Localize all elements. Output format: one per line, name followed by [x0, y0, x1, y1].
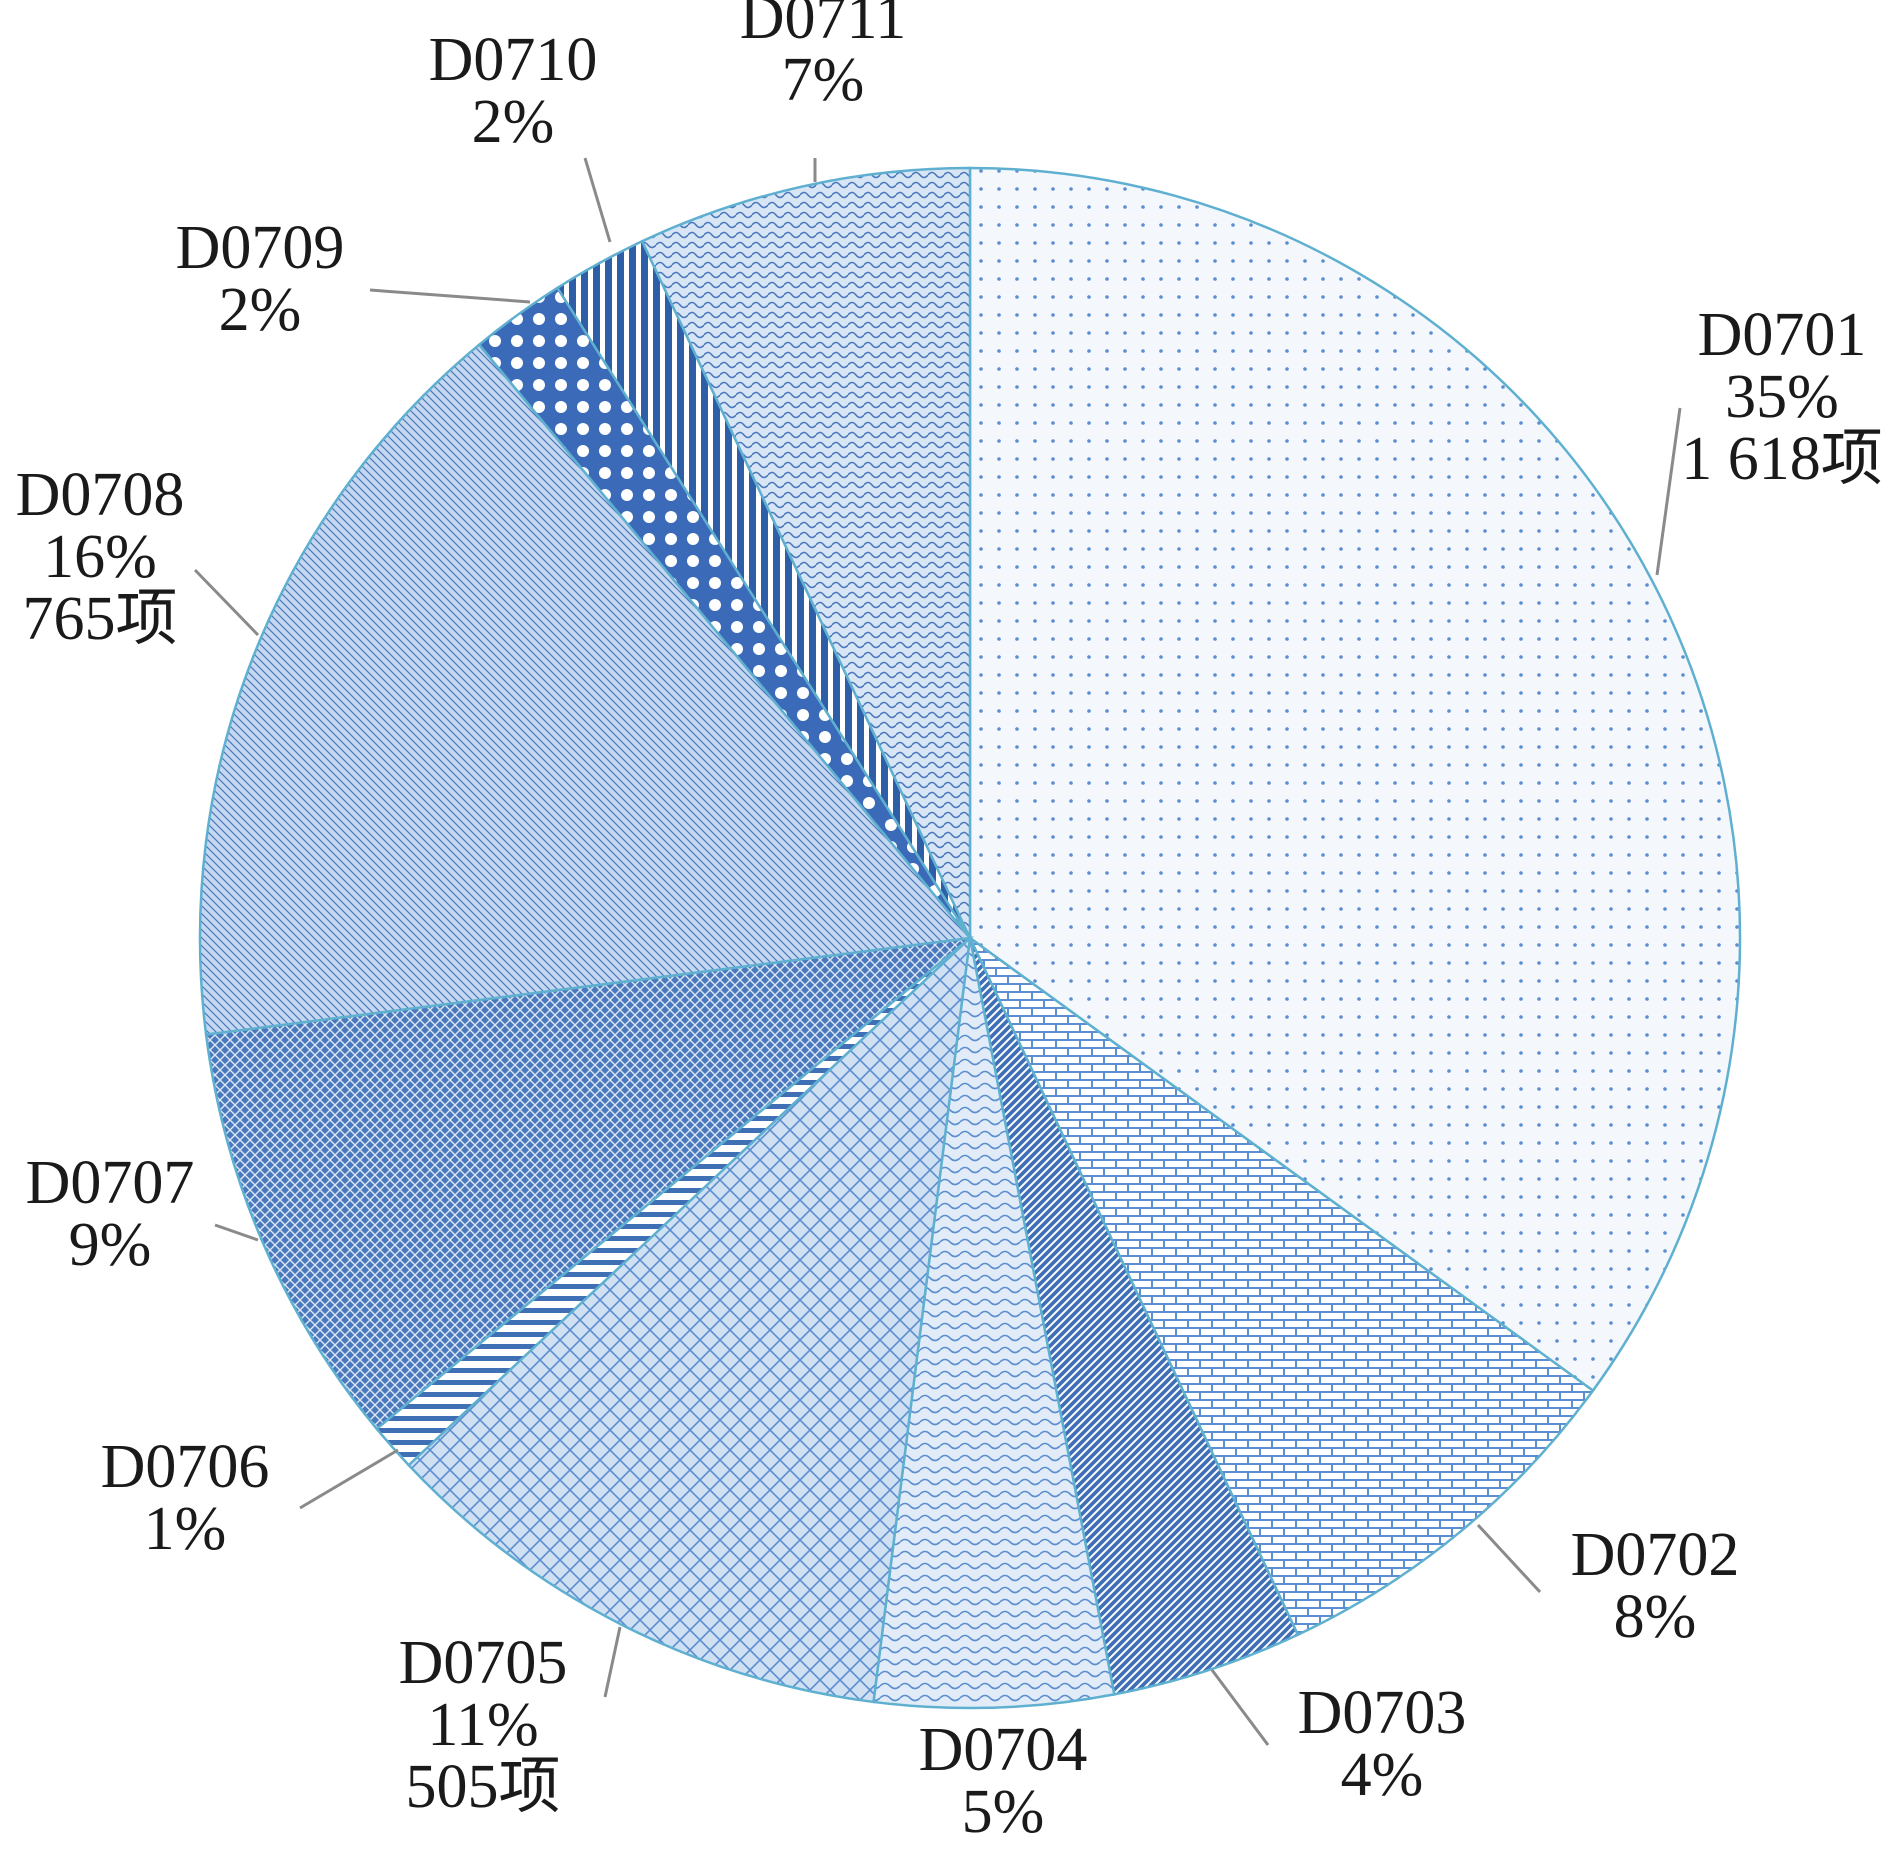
slice-label-d0708: D0708 16% 765项: [16, 461, 185, 653]
pie-slice-d0711: [640, 166, 972, 939]
slice-label-d0705: D0705 11% 505项: [399, 1629, 568, 1821]
slice-name: D0701: [1698, 301, 1867, 369]
slice-name: D0706: [101, 1433, 270, 1501]
pie-slices: [198, 166, 1742, 1710]
leader-line-d0705: [603, 1626, 622, 1698]
leader-line-d0706: [299, 1448, 399, 1510]
slice-label-d0706: D0706 1%: [101, 1433, 270, 1563]
slice-percent: 5%: [962, 1778, 1045, 1846]
leader-lines: [193, 157, 1682, 1746]
leader-line-d0703: [1210, 1669, 1270, 1746]
slice-percent: 35%: [1725, 363, 1839, 431]
slice-labels: D0701 35% 1 618项 D0702 8% D0703 4% D0704 5% D0705…: [16, 0, 1883, 1846]
slice-percent: 11%: [427, 1691, 538, 1759]
leader-line-d0707: [214, 1223, 259, 1242]
leader-line-d0708: [193, 568, 260, 637]
pie-slice-d0702: [968, 936, 1595, 1637]
pie-slice-d0704: [872, 937, 1116, 1710]
leader-line-d0702: [1476, 1523, 1542, 1594]
slice-count: 505项: [405, 1753, 560, 1821]
slice-label-d0710: D0710 2%: [429, 26, 598, 156]
slice-name: D0711: [740, 0, 906, 52]
slice-label-d0709: D0709 2%: [176, 214, 345, 344]
slice-name: D0705: [399, 1629, 568, 1697]
pie-slice-d0705: [406, 934, 972, 1704]
slice-name: D0709: [176, 214, 345, 282]
slice-label-d0701: D0701 35% 1 618项: [1681, 301, 1883, 493]
leader-line-d0709: [369, 288, 531, 304]
slice-label-d0707: D0707 9%: [26, 1149, 195, 1279]
slice-name: D0708: [16, 461, 185, 529]
slice-percent: 16%: [43, 523, 157, 591]
slice-label-d0704: D0704 5%: [919, 1716, 1088, 1846]
slice-name: D0704: [919, 1716, 1088, 1784]
slice-count: 765项: [22, 585, 177, 653]
pie-slice-d0707: [204, 936, 975, 1431]
slice-name: D0702: [1571, 1521, 1740, 1589]
slice-name: D0703: [1298, 1679, 1467, 1747]
slice-percent: 1%: [144, 1495, 227, 1563]
leader-line-d0710: [583, 157, 612, 243]
leader-line-d0701: [1655, 407, 1682, 576]
slice-percent: 2%: [472, 88, 555, 156]
slice-percent: 8%: [1614, 1583, 1697, 1651]
slice-percent: 4%: [1341, 1741, 1424, 1809]
pie-slice-d0703: [968, 937, 1300, 1696]
pie-slice-d0708: [198, 342, 973, 1036]
slice-label-d0702: D0702 8%: [1571, 1521, 1740, 1651]
slice-percent: 7%: [782, 46, 865, 114]
slice-count: 1 618项: [1681, 425, 1883, 493]
pie-slice-d0701: [968, 166, 1742, 1393]
slice-percent: 2%: [219, 276, 302, 344]
slice-label-d0711: D0711 7%: [740, 0, 906, 114]
slice-percent: 9%: [69, 1211, 152, 1279]
slice-name: D0707: [26, 1149, 195, 1217]
slice-label-d0703: D0703 4%: [1298, 1679, 1467, 1809]
slice-name: D0710: [429, 26, 598, 94]
